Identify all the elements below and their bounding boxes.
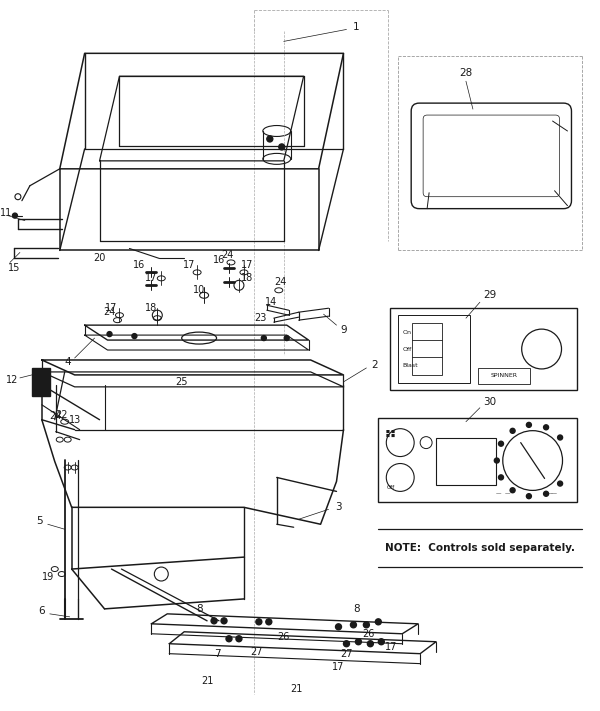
Text: —  —: — — (496, 491, 510, 496)
Text: 19: 19 (41, 572, 54, 582)
Text: 4: 4 (64, 357, 71, 367)
Text: 21: 21 (290, 683, 303, 693)
Text: 17: 17 (145, 273, 158, 284)
Circle shape (350, 622, 356, 628)
Text: 9: 9 (340, 325, 347, 335)
Circle shape (256, 619, 262, 625)
Text: Off: Off (386, 486, 395, 491)
Text: 15: 15 (8, 263, 20, 274)
Circle shape (376, 619, 382, 625)
Circle shape (13, 213, 17, 218)
Text: 24: 24 (275, 277, 287, 287)
Circle shape (221, 618, 227, 624)
Text: 20: 20 (94, 253, 106, 264)
Text: 27: 27 (340, 648, 353, 658)
Text: ——: —— (547, 491, 558, 496)
Circle shape (226, 636, 232, 642)
Text: 7: 7 (214, 648, 220, 658)
Text: 29: 29 (483, 290, 496, 300)
Text: 2: 2 (371, 360, 377, 370)
Text: 22: 22 (55, 410, 68, 419)
Circle shape (557, 481, 563, 486)
Text: 16: 16 (213, 255, 225, 265)
Text: 24: 24 (50, 411, 62, 421)
Circle shape (557, 435, 563, 440)
Text: 13: 13 (68, 415, 81, 424)
Text: 17: 17 (183, 260, 196, 270)
Bar (32, 368, 50, 396)
Text: 5: 5 (37, 516, 43, 526)
Circle shape (343, 641, 349, 647)
Text: 24: 24 (103, 307, 116, 317)
Text: 27: 27 (251, 647, 263, 657)
Circle shape (364, 622, 370, 628)
Circle shape (499, 442, 503, 447)
Bar (390, 308, 577, 390)
Circle shape (379, 638, 385, 645)
Bar (412, 323, 442, 375)
Circle shape (236, 636, 242, 642)
Bar (436, 438, 496, 486)
Text: 17: 17 (332, 662, 344, 672)
Text: 6: 6 (38, 606, 45, 616)
Circle shape (107, 331, 112, 336)
Circle shape (367, 641, 373, 647)
Text: 21: 21 (201, 675, 213, 685)
Text: 18: 18 (241, 273, 253, 284)
Bar (379, 418, 577, 503)
Text: 10: 10 (193, 285, 205, 295)
Text: 17: 17 (385, 642, 397, 652)
Text: 14: 14 (265, 297, 277, 307)
Text: Blast: Blast (402, 363, 418, 368)
Circle shape (132, 333, 137, 338)
Text: NOTE:  Controls sold separately.: NOTE: Controls sold separately. (385, 543, 575, 553)
Circle shape (544, 424, 548, 429)
Circle shape (262, 336, 266, 341)
Text: On: On (402, 330, 411, 335)
Circle shape (544, 491, 548, 496)
Text: 25: 25 (175, 377, 187, 387)
Text: 17: 17 (241, 260, 253, 270)
Text: 30: 30 (483, 397, 496, 407)
Circle shape (526, 493, 532, 498)
Text: 8: 8 (353, 604, 360, 614)
Text: 3: 3 (335, 503, 342, 513)
Circle shape (355, 638, 361, 645)
Text: SPINNER: SPINNER (490, 373, 517, 378)
Circle shape (526, 422, 532, 427)
Circle shape (267, 136, 273, 142)
Text: 26: 26 (362, 629, 374, 638)
Text: 16: 16 (133, 260, 146, 270)
Text: 12: 12 (6, 375, 18, 385)
Bar (478, 368, 530, 384)
Text: Off: Off (402, 346, 412, 351)
Circle shape (494, 458, 499, 463)
Circle shape (266, 619, 272, 625)
Circle shape (279, 144, 285, 150)
Text: 8: 8 (196, 604, 202, 614)
Circle shape (499, 475, 503, 480)
Text: 23: 23 (254, 313, 267, 324)
Circle shape (211, 618, 217, 624)
Text: 18: 18 (145, 303, 157, 314)
Text: 24: 24 (221, 250, 233, 260)
Text: 28: 28 (460, 68, 473, 78)
Text: 26: 26 (278, 632, 290, 642)
Bar (398, 315, 470, 383)
Text: 11: 11 (0, 208, 12, 218)
Text: ■ ■
■ ■: ■ ■ ■ ■ (386, 429, 395, 438)
Circle shape (510, 488, 515, 493)
Circle shape (510, 428, 515, 433)
Circle shape (335, 624, 341, 630)
Text: 17: 17 (106, 303, 118, 314)
Circle shape (284, 336, 289, 341)
Text: 1: 1 (353, 23, 360, 33)
